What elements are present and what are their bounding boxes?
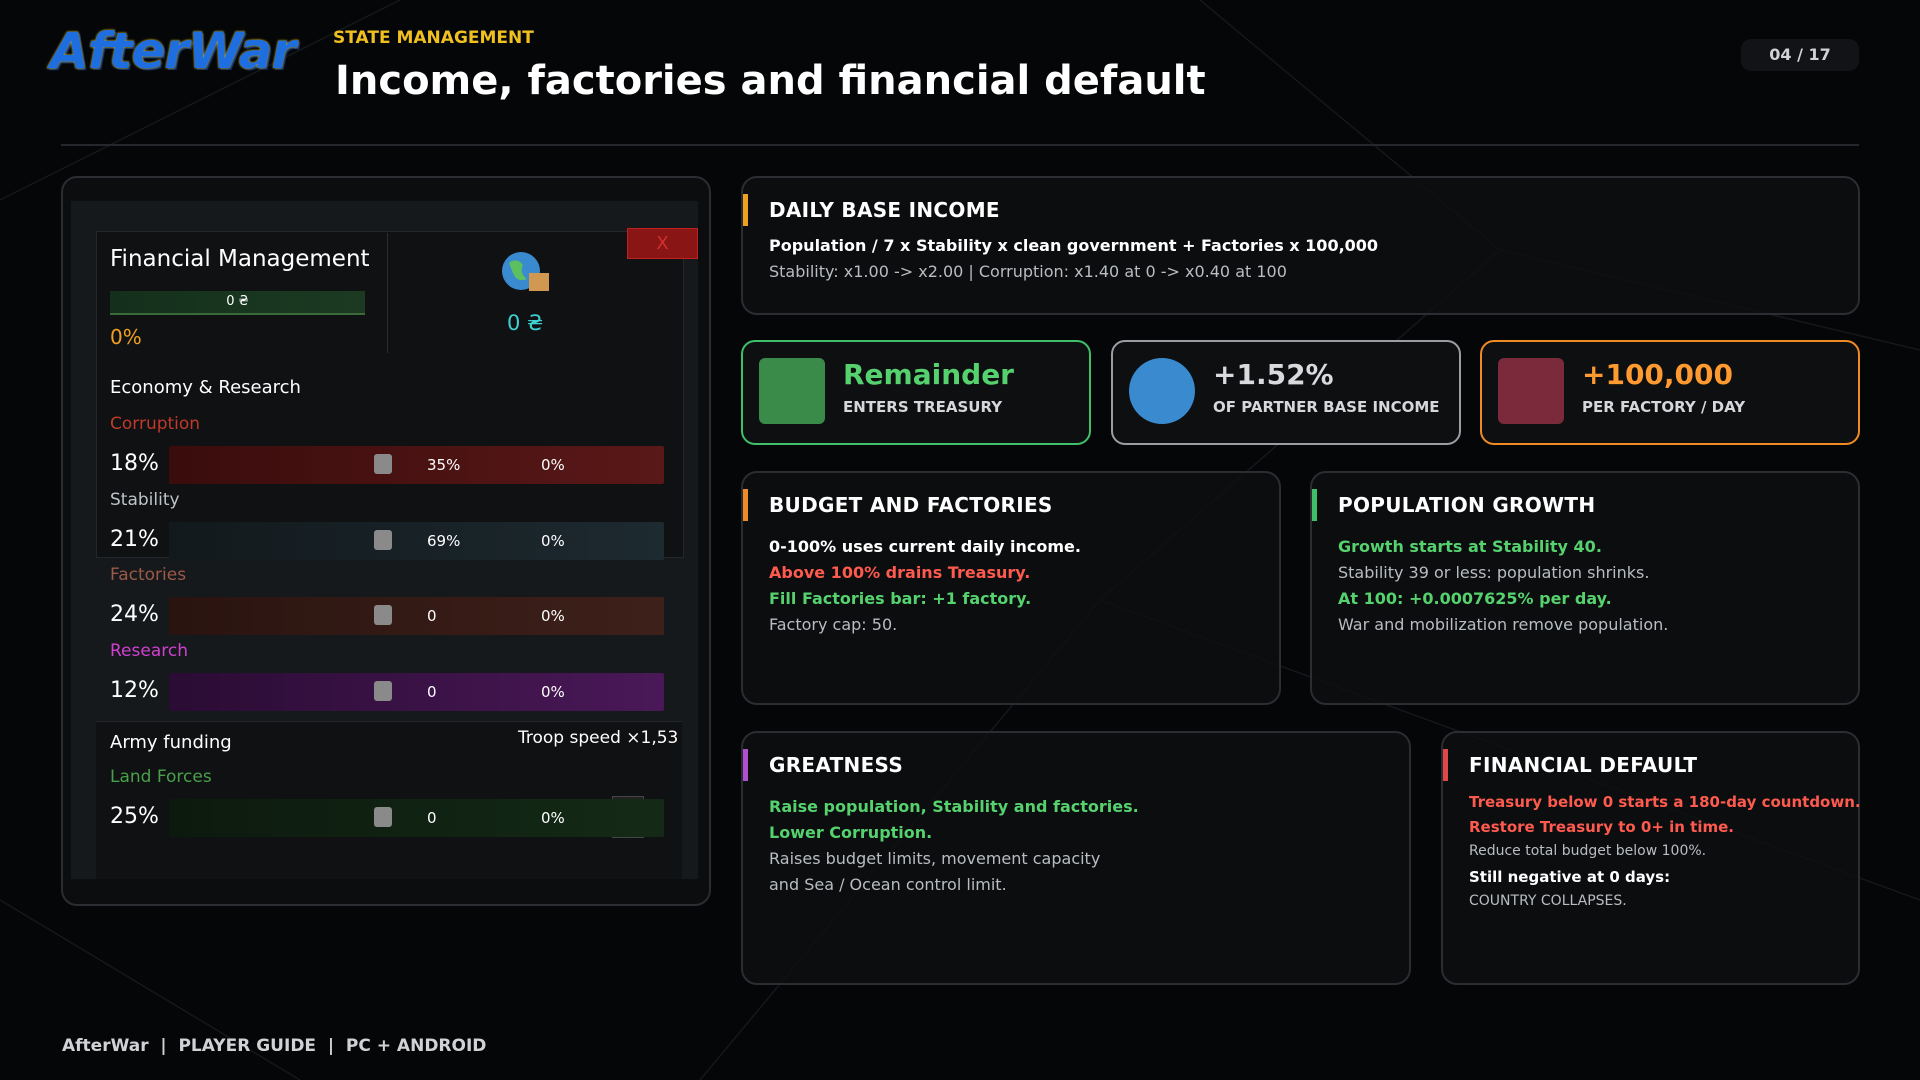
row-extra: 0% bbox=[541, 531, 565, 550]
row-extra: 0% bbox=[541, 809, 565, 827]
stat-card: +1.52% OF PARTNER BASE INCOME bbox=[1111, 340, 1461, 445]
row-bar bbox=[169, 597, 664, 635]
card-line: and Sea / Ocean control limit. bbox=[769, 875, 1007, 894]
stat-label: OF PARTNER BASE INCOME bbox=[1213, 398, 1440, 416]
row-icon bbox=[374, 529, 392, 550]
card-title: GREATNESS bbox=[769, 753, 904, 777]
row-share: 0 bbox=[427, 809, 437, 827]
card-line: Lower Corruption. bbox=[769, 823, 933, 842]
close-button[interactable]: X bbox=[627, 228, 698, 259]
row-label: Factories bbox=[110, 565, 187, 585]
stat-icon bbox=[1129, 358, 1195, 424]
row-value: 24% bbox=[110, 602, 159, 627]
row-icon bbox=[374, 605, 392, 625]
row-label: Land Forces bbox=[110, 767, 212, 787]
card-accent bbox=[1312, 489, 1317, 521]
card-line: Raise population, Stability and factorie… bbox=[769, 797, 1139, 816]
card-accent bbox=[743, 749, 748, 781]
budget-card: BUDGET AND FACTORIES 0-100% uses current … bbox=[741, 471, 1281, 705]
card-title: POPULATION GROWTH bbox=[1338, 493, 1596, 517]
row-extra: 0% bbox=[541, 456, 565, 474]
game-header-box bbox=[96, 231, 684, 558]
kicker: STATE MANAGEMENT bbox=[333, 28, 534, 48]
divider bbox=[61, 144, 1859, 146]
row-value: 21% bbox=[110, 526, 159, 552]
card-line: War and mobilization remove population. bbox=[1338, 615, 1669, 634]
card-line: Reduce total budget below 100%. bbox=[1469, 843, 1707, 859]
row-extra: 0% bbox=[541, 682, 565, 701]
card-line: Still negative at 0 days: bbox=[1469, 868, 1671, 886]
row-share: 0 bbox=[427, 682, 437, 701]
card-line: Population / 7 x Stability x clean gover… bbox=[769, 236, 1379, 255]
row-icon bbox=[374, 807, 392, 827]
card-line: Treasury below 0 starts a 180-day countd… bbox=[1469, 793, 1861, 811]
row-value: 18% bbox=[110, 451, 159, 476]
stat-card: +100,000 PER FACTORY / DAY bbox=[1480, 340, 1860, 445]
troop-speed: Troop speed ×1,53 bbox=[518, 728, 679, 748]
card-line: Growth starts at Stability 40. bbox=[1338, 537, 1602, 556]
row-label: Stability bbox=[110, 489, 180, 510]
row-share: 69% bbox=[427, 531, 461, 550]
card-line: At 100: +0.0007625% per day. bbox=[1338, 589, 1612, 608]
card-line: Stability: x1.00 -> x2.00 | Corruption: … bbox=[769, 262, 1287, 281]
army-label: Army funding bbox=[110, 732, 232, 753]
stat-value: +100,000 bbox=[1582, 358, 1733, 391]
stat-icon bbox=[1498, 358, 1564, 424]
row-bar bbox=[169, 521, 664, 560]
stat-icon bbox=[759, 358, 825, 424]
game-screenshot: Financial Management X 0 ₴ 0% 0 ₴ Econom… bbox=[71, 201, 698, 879]
treasury-bar: 0 ₴ bbox=[110, 291, 365, 315]
card-line: 0-100% uses current daily income. bbox=[769, 537, 1081, 556]
logo: AfterWar bbox=[50, 22, 296, 80]
row-extra: 0% bbox=[541, 607, 565, 625]
row-bar bbox=[169, 446, 664, 484]
row-label: Research bbox=[110, 640, 188, 661]
card-line: Fill Factories bar: +1 factory. bbox=[769, 589, 1032, 608]
stat-value: +1.52% bbox=[1213, 358, 1334, 391]
separator bbox=[387, 233, 388, 353]
row-label: Corruption bbox=[110, 414, 201, 434]
section-label: Economy & Research bbox=[110, 377, 301, 398]
row-bar bbox=[169, 672, 664, 711]
card-line: Above 100% drains Treasury. bbox=[769, 563, 1031, 582]
greatness-card: GREATNESS Raise population, Stability and… bbox=[741, 731, 1411, 985]
treasury-value: 0 ₴ bbox=[507, 311, 544, 335]
game-title: Financial Management bbox=[110, 246, 370, 272]
card-accent bbox=[743, 194, 748, 226]
stat-label: ENTERS TREASURY bbox=[843, 398, 1003, 416]
stat-card: Remainder ENTERS TREASURY bbox=[741, 340, 1091, 445]
page-number: 04 / 17 bbox=[1741, 39, 1859, 71]
card-accent bbox=[743, 489, 748, 521]
card-line: Restore Treasury to 0+ in time. bbox=[1469, 818, 1734, 836]
page-title: Income, factories and financial default bbox=[335, 58, 1206, 104]
row-value: 12% bbox=[110, 677, 159, 703]
globe-icon bbox=[502, 252, 549, 291]
row-icon bbox=[374, 680, 392, 701]
row-bar bbox=[169, 799, 664, 837]
row-icon bbox=[374, 454, 392, 474]
row-share: 0 bbox=[427, 607, 437, 625]
card-line: Factory cap: 50. bbox=[769, 615, 898, 634]
card-title: FINANCIAL DEFAULT bbox=[1469, 753, 1698, 777]
stat-label: PER FACTORY / DAY bbox=[1582, 398, 1746, 416]
row-value: 25% bbox=[110, 804, 159, 829]
stat-value: Remainder bbox=[843, 358, 1014, 391]
daily-income-card: DAILY BASE INCOME Population / 7 x Stabil… bbox=[741, 176, 1860, 315]
population-card: POPULATION GROWTH Growth starts at Stabil… bbox=[1310, 471, 1860, 705]
budget-percent: 0% bbox=[110, 325, 142, 349]
card-title: DAILY BASE INCOME bbox=[769, 198, 1000, 222]
card-title: BUDGET AND FACTORIES bbox=[769, 493, 1053, 517]
card-accent bbox=[1443, 749, 1448, 781]
row-share: 35% bbox=[427, 456, 461, 474]
card-line: Raises budget limits, movement capacity bbox=[769, 849, 1101, 868]
card-line: Stability 39 or less: population shrinks… bbox=[1338, 563, 1650, 582]
financial-default-card: FINANCIAL DEFAULT Treasury below 0 starts… bbox=[1441, 731, 1861, 985]
footer: AfterWar | PLAYER GUIDE | PC + ANDROID bbox=[62, 1036, 487, 1056]
card-line: COUNTRY COLLAPSES. bbox=[1469, 893, 1627, 909]
